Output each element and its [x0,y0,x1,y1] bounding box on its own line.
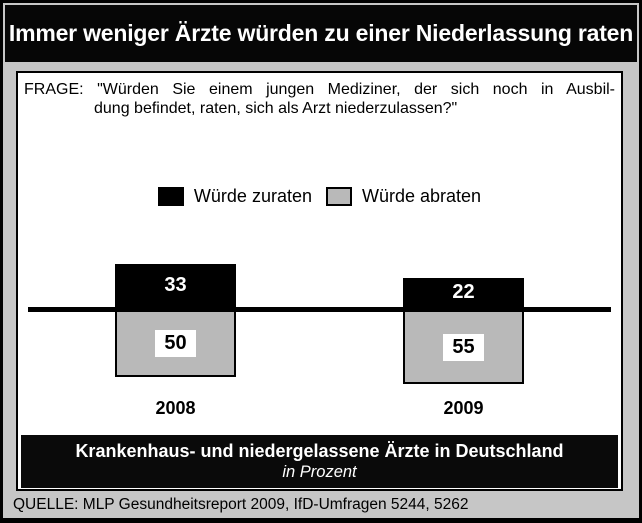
survey-question-line2: dung befindet, raten, sich als Arzt nied… [94,100,458,117]
survey-question: FRAGE: "Würden Sie einem jungen Medizine… [18,73,621,118]
bar-chart: 33 50 2008 22 55 2009 [18,73,621,489]
legend-label-zuraten: Würde zuraten [193,186,312,206]
survey-question-line1: FRAGE: "Würden Sie einem jungen Medizine… [24,81,615,98]
title-bar: Immer weniger Ärzte würden zu einer Nied… [5,5,637,62]
legend-swatch-zuraten [157,187,184,206]
chart-panel: FRAGE: "Würden Sie einem jungen Medizine… [16,71,623,491]
bar-group-2009: 22 55 2009 [403,73,524,489]
bar-zuraten-2008: 33 [115,264,236,307]
bar-value-zuraten-2009: 22 [452,281,475,303]
page-title: Immer weniger Ärzte würden zu einer Nied… [8,20,634,46]
baseline-axis [28,307,611,312]
category-label-2008: 2008 [155,398,196,418]
footer-caption: Krankenhaus- und niedergelassene Ärzte i… [75,440,564,461]
bar-value-abraten-2009: 55 [443,333,484,361]
bar-value-abraten-2008: 50 [155,330,196,357]
footer-caption-bar: Krankenhaus- und niedergelassene Ärzte i… [21,435,618,488]
legend-swatch-abraten [325,187,352,206]
bar-group-2008: 33 50 2008 [115,73,236,489]
bar-zuraten-2009: 22 [403,278,524,307]
legend: Würde zuraten Würde abraten [18,186,621,207]
legend-label-abraten: Würde abraten [361,186,482,206]
source-credit: QUELLE: MLP Gesundheitsreport 2009, IfD-… [13,496,469,513]
category-label-2009: 2009 [443,398,484,418]
bar-abraten-2009: 55 [403,312,524,384]
footer-unit: in Prozent [282,463,357,482]
bar-value-zuraten-2008: 33 [164,274,187,296]
bar-abraten-2008: 50 [115,312,236,377]
